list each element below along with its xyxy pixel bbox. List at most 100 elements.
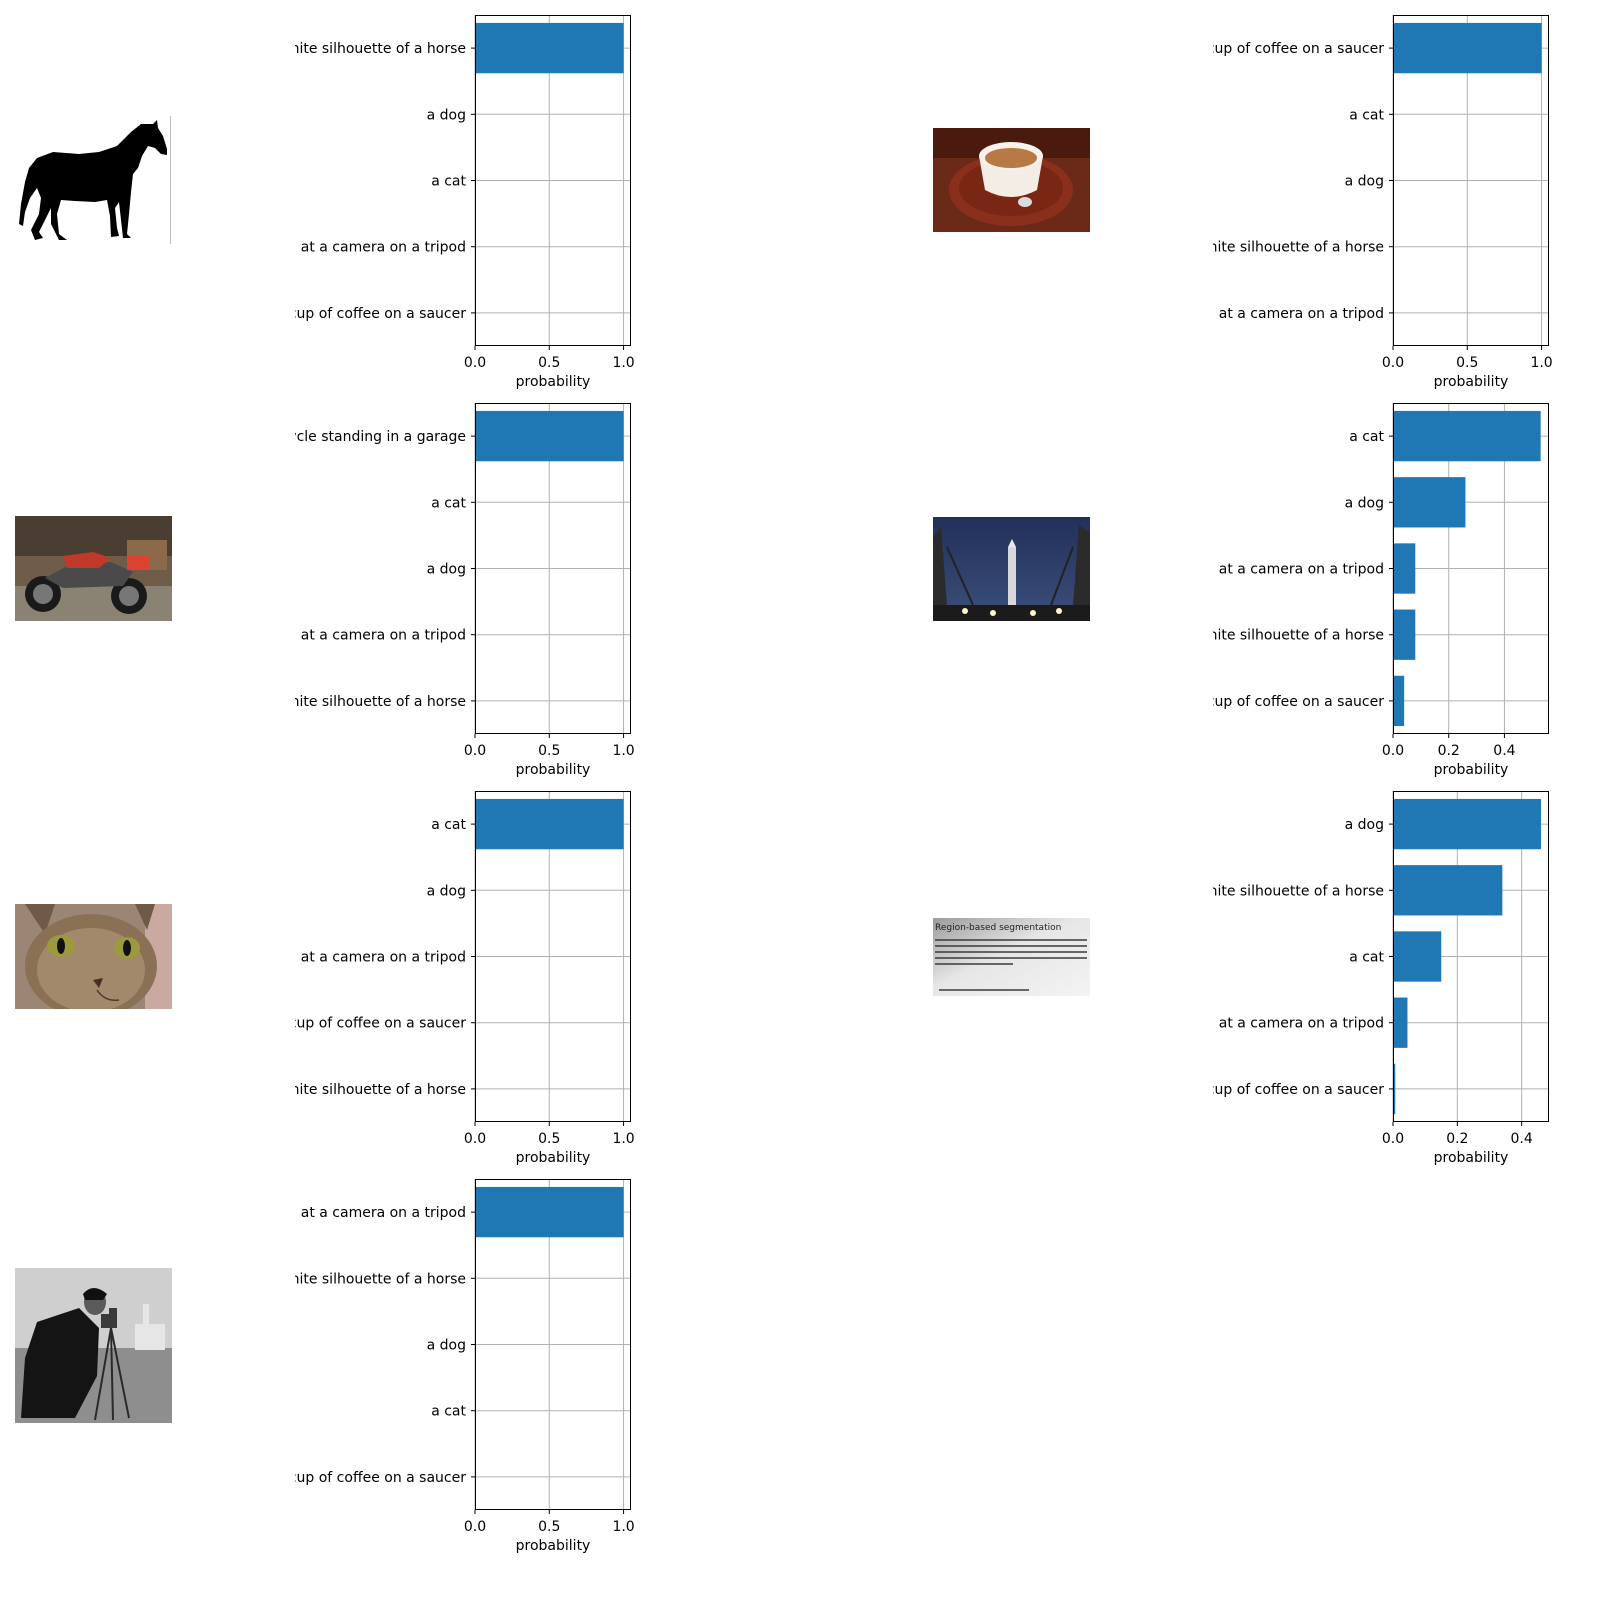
y-tick-label: a dog	[427, 107, 466, 123]
motorcycle-icon	[15, 516, 172, 621]
coffee-cup-icon	[933, 128, 1090, 232]
y-tick-label: a person looking at a camera on a tripod	[295, 240, 466, 256]
bars	[475, 410, 624, 462]
y-tick-label: a cup of coffee on a saucer	[295, 306, 466, 322]
bar	[1393, 543, 1416, 594]
y-tick-label: a cup of coffee on a saucer	[1213, 1082, 1384, 1098]
y-tick-label: a black-and-white silhouette of a horse	[1213, 883, 1384, 899]
x-tick-label: 1.0	[612, 355, 634, 371]
y-tick-label: a person looking at a camera on a tripod	[1213, 306, 1384, 322]
axes-frame	[475, 15, 631, 346]
y-tick-label: a cat	[431, 817, 466, 833]
y-tick-label: a cup of coffee on a saucer	[1213, 694, 1384, 710]
y-tick-label: a person looking at a camera on a tripod	[295, 1205, 466, 1221]
rocket-launch-pad-image	[933, 517, 1090, 621]
x-tick-label: 0.4	[1493, 743, 1515, 759]
x-tick-label: 0.0	[464, 1131, 486, 1147]
x-tick-label: 0.5	[1456, 355, 1478, 371]
x-tick-label: 0.5	[538, 1519, 560, 1535]
horse-silhouette-icon	[15, 116, 172, 244]
x-tick-label: 1.0	[612, 743, 634, 759]
x-tick-label: 1.0	[612, 1519, 634, 1535]
x-tick-label: 0.0	[464, 743, 486, 759]
x-tick-label: 1.0	[1530, 355, 1552, 371]
y-tick-label: a cup of coffee on a saucer	[1213, 41, 1384, 57]
y-tick-label: a black-and-white silhouette of a horse	[295, 1082, 466, 1098]
bar	[1393, 1063, 1396, 1115]
bars	[1393, 22, 1542, 74]
bar	[475, 1186, 624, 1238]
y-tick-label: a dog	[427, 883, 466, 899]
y-tick-label: a cat	[431, 174, 466, 190]
text-document-image: Region-based segmentation	[933, 918, 1090, 996]
x-tick-label: 1.0	[612, 1131, 634, 1147]
y-tick-label: a person looking at a camera on a tripod	[295, 950, 466, 966]
x-axis-label: probability	[516, 1538, 591, 1554]
cameraman-image	[15, 1268, 172, 1423]
cameraman-icon	[15, 1268, 172, 1423]
document-title: Region-based segmentation	[935, 923, 1061, 933]
bars	[1393, 410, 1541, 727]
y-tick-label: a black-and-white silhouette of a horse	[295, 1271, 466, 1287]
bars	[475, 22, 624, 74]
y-tick-label: a black-and-white silhouette of a horse	[1213, 628, 1384, 644]
bar	[1393, 865, 1503, 916]
coffee-cup-image	[933, 128, 1090, 232]
x-axis-label: probability	[516, 1150, 591, 1166]
axes-frame	[1393, 791, 1549, 1122]
y-tick-label: a dog	[427, 1338, 466, 1354]
y-tick-label: a person looking at a camera on a tripod	[1213, 1016, 1384, 1032]
bar	[1393, 609, 1416, 660]
bar	[1393, 931, 1442, 982]
y-tick-label: a black-and-white silhouette of a horse	[1213, 240, 1384, 256]
y-tick-label: a cat	[431, 495, 466, 511]
x-tick-label: 0.2	[1446, 1131, 1468, 1147]
y-tick-label: a cup of coffee on a saucer	[295, 1470, 466, 1486]
bar	[475, 798, 624, 850]
x-tick-label: 0.2	[1438, 743, 1460, 759]
x-tick-label: 0.0	[464, 355, 486, 371]
chart-coffee: a cup of coffee on a saucer a cat a dog a b…	[1213, 15, 1553, 390]
x-tick-label: 0.4	[1511, 1131, 1533, 1147]
chart-motorcycle: a red motorcycle standing in a garage a c…	[295, 403, 635, 778]
chart-horse: a black-and-white silhouette of a horse a…	[295, 15, 635, 390]
bar	[1393, 22, 1542, 74]
axes-frame	[475, 1179, 631, 1510]
chart-cat: a cat a dog a person looking at a camera o…	[295, 791, 635, 1166]
axes-frame	[1393, 15, 1549, 346]
y-tick-label: a red motorcycle standing in a garage	[295, 429, 466, 445]
y-tick-label: a black-and-white silhouette of a horse	[295, 694, 466, 710]
chart-text: a dog a black-and-white silhouette of a h…	[1213, 791, 1549, 1166]
cat-face-icon	[15, 904, 172, 1009]
y-tick-label: a dog	[1345, 495, 1384, 511]
chart-rocket: a cat a dog a person looking at a camera o…	[1213, 403, 1549, 778]
axes-frame	[475, 791, 631, 1122]
bar	[475, 410, 624, 462]
y-tick-label: a black-and-white silhouette of a horse	[295, 41, 466, 57]
x-tick-label: 0.0	[1382, 1131, 1404, 1147]
x-tick-label: 0.0	[464, 1519, 486, 1535]
bars	[475, 1186, 624, 1238]
bar	[1393, 997, 1408, 1048]
y-tick-label: a person looking at a camera on a tripod	[295, 628, 466, 644]
bar	[1393, 410, 1541, 462]
horse-silhouette-image	[15, 116, 172, 244]
bars	[1393, 798, 1541, 1115]
chart-cameraman: a person looking at a camera on a tripod…	[295, 1179, 635, 1554]
y-tick-label: a cat	[1349, 429, 1384, 445]
y-tick-label: a dog	[1345, 174, 1384, 190]
y-tick-label: a cup of coffee on a saucer	[295, 1016, 466, 1032]
cat-face-image	[15, 904, 172, 1009]
y-tick-label: a cat	[1349, 107, 1384, 123]
bars	[475, 798, 624, 850]
text-document-icon: Region-based segmentation	[933, 918, 1090, 996]
y-tick-label: a person looking at a camera on a tripod	[1213, 562, 1384, 578]
y-tick-label: a dog	[427, 562, 466, 578]
x-tick-label: 0.5	[538, 1131, 560, 1147]
x-axis-label: probability	[1434, 762, 1509, 778]
x-axis-label: probability	[1434, 1150, 1509, 1166]
y-tick-label: a dog	[1345, 817, 1384, 833]
rocket-icon	[933, 517, 1090, 621]
axes-frame	[475, 403, 631, 734]
